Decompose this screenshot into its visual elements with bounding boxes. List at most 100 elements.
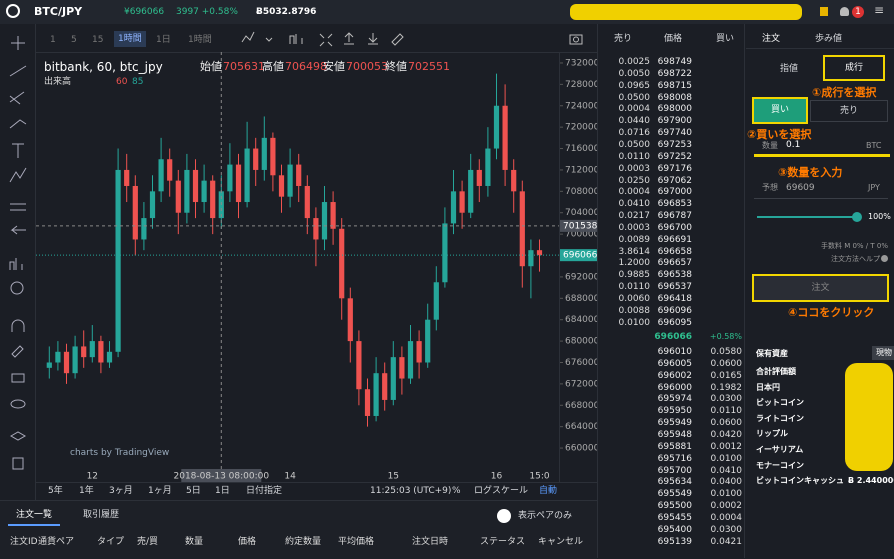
help-icon[interactable]	[881, 255, 888, 262]
amount[interactable]: 0.1	[786, 140, 801, 150]
watermark[interactable]: charts by TradingView	[70, 448, 170, 458]
interval[interactable]: 1	[50, 35, 56, 45]
ask-amount[interactable]: 0.0217	[618, 211, 651, 222]
bid-amount[interactable]: 0.0580	[710, 347, 743, 357]
bid-amount[interactable]: 0.1982	[710, 382, 743, 393]
range[interactable]: 1ヶ月	[148, 486, 172, 496]
logo[interactable]	[6, 4, 20, 18]
interval[interactable]: 5	[71, 35, 77, 45]
bid-price[interactable]: 695500	[657, 501, 692, 512]
bid-price[interactable]: 695700	[657, 465, 692, 476]
bid-price[interactable]: 695139	[657, 536, 692, 547]
ask-amount[interactable]: 0.0440	[618, 116, 651, 127]
interval[interactable]: 15	[92, 35, 104, 45]
ask-price[interactable]: 696537	[657, 282, 692, 293]
bid-amount[interactable]: 0.0004	[710, 512, 743, 523]
form-tab[interactable]: 注文	[762, 34, 781, 44]
option[interactable]: %	[452, 486, 461, 496]
bid-price[interactable]: 695950	[657, 406, 692, 417]
bid-price[interactable]: 695716	[657, 453, 692, 464]
ask-price[interactable]: 696418	[657, 294, 692, 304]
help[interactable]: 注文方法ヘルプ	[831, 255, 880, 263]
bid-amount[interactable]: 0.0300	[710, 524, 743, 535]
bid-amount[interactable]: 0.0002	[710, 501, 743, 512]
option[interactable]: 自動	[539, 486, 558, 496]
bid-price[interactable]: 695634	[657, 477, 692, 488]
ask-amount[interactable]: 0.0410	[618, 199, 651, 210]
toggle[interactable]	[497, 509, 511, 523]
interval-select[interactable]: 1時間	[188, 35, 212, 45]
bid-price[interactable]: 696002	[657, 370, 692, 381]
bid-amount[interactable]: 0.0100	[710, 489, 743, 500]
ask-price[interactable]: 697176	[657, 163, 692, 174]
ask-price[interactable]: 696538	[657, 270, 692, 281]
ask-amount[interactable]: 0.0060	[618, 294, 651, 304]
ask-amount[interactable]: 0.0965	[618, 80, 651, 91]
ask-amount[interactable]: 0.0003	[618, 222, 651, 233]
bid-price[interactable]: 696005	[657, 358, 692, 369]
ask-amount[interactable]: 0.0004	[618, 187, 651, 198]
bid-amount[interactable]: 0.0400	[710, 477, 743, 488]
ask-amount[interactable]: 0.0500	[618, 139, 651, 150]
ask-amount[interactable]: 3.8614	[618, 246, 651, 257]
form-tab[interactable]: 歩み値	[815, 34, 843, 44]
badge[interactable]: 1	[852, 6, 864, 18]
ask-price[interactable]: 697253	[657, 139, 692, 150]
ask-amount[interactable]: 1.2000	[618, 258, 651, 269]
ask-amount[interactable]: 0.0716	[618, 128, 651, 139]
bid-price[interactable]: 695949	[657, 418, 692, 429]
user-icon[interactable]	[840, 7, 849, 16]
ask-price[interactable]: 697740	[657, 128, 692, 139]
interval-active[interactable]: 1時間	[114, 31, 146, 47]
bid-price[interactable]: 695974	[657, 394, 692, 405]
bid-amount[interactable]: 0.0012	[710, 441, 743, 452]
bid-amount[interactable]: 0.0300	[710, 394, 743, 405]
ask-price[interactable]: 696658	[657, 246, 692, 257]
bid-amount[interactable]: 0.0165	[710, 370, 743, 381]
bid-price[interactable]: 695455	[657, 512, 692, 523]
ask-amount[interactable]: 0.0003	[618, 163, 651, 174]
ask-amount[interactable]: 0.0088	[618, 305, 651, 316]
ask-price[interactable]: 696096	[657, 305, 692, 316]
ask-price[interactable]: 696853	[657, 199, 692, 210]
ask-amount[interactable]: 0.0500	[618, 92, 651, 103]
side-sell[interactable]: 売り	[839, 106, 858, 116]
ask-price[interactable]: 696095	[657, 317, 692, 328]
ask-price[interactable]: 696691	[657, 234, 692, 245]
submit-button[interactable]	[752, 274, 889, 302]
bid-amount[interactable]: 0.0420	[710, 429, 743, 440]
ask-price[interactable]: 698722	[657, 68, 692, 79]
ask-amount[interactable]: 0.0110	[618, 151, 651, 162]
bid-price[interactable]: 696010	[657, 347, 692, 357]
bid-amount[interactable]: 0.0100	[710, 453, 743, 464]
order-type[interactable]: 指値	[780, 64, 799, 74]
side-buy[interactable]: 買い	[770, 105, 789, 115]
orders-tab[interactable]: 注文一覧	[16, 510, 53, 520]
bid-price[interactable]: 695881	[657, 441, 692, 452]
bid-amount[interactable]: 0.0600	[710, 358, 743, 369]
bid-amount[interactable]: 0.0110	[710, 406, 743, 417]
ask-amount[interactable]: 0.9885	[618, 270, 651, 281]
ask-amount[interactable]: 0.0050	[618, 68, 651, 79]
bid-price[interactable]: 696000	[657, 382, 692, 393]
ask-price[interactable]: 697062	[657, 175, 692, 186]
ask-price[interactable]: 698715	[657, 80, 692, 91]
ask-price[interactable]: 697252	[657, 151, 692, 162]
slider-knob[interactable]	[852, 212, 862, 222]
ask-amount[interactable]: 0.0110	[618, 282, 651, 293]
ask-price[interactable]: 698008	[657, 92, 692, 103]
range[interactable]: 1年	[79, 486, 94, 496]
range[interactable]: 1日	[215, 486, 230, 496]
ask-price[interactable]: 696657	[657, 258, 692, 269]
submit-label[interactable]: 注文	[811, 283, 830, 293]
ask-amount[interactable]: 0.0089	[618, 234, 651, 245]
range[interactable]: 5年	[48, 486, 63, 496]
bid-amount[interactable]: 0.0410	[710, 465, 743, 476]
option[interactable]: ログスケール	[474, 486, 529, 496]
menu-icon[interactable]: ≡	[874, 3, 885, 17]
ask-price[interactable]: 697000	[657, 187, 692, 198]
ask-price[interactable]: 696700	[657, 222, 692, 233]
bid-price[interactable]: 695549	[657, 489, 692, 500]
range[interactable]: 3ヶ月	[109, 486, 133, 496]
assets-tab[interactable]: 現物	[872, 346, 894, 360]
